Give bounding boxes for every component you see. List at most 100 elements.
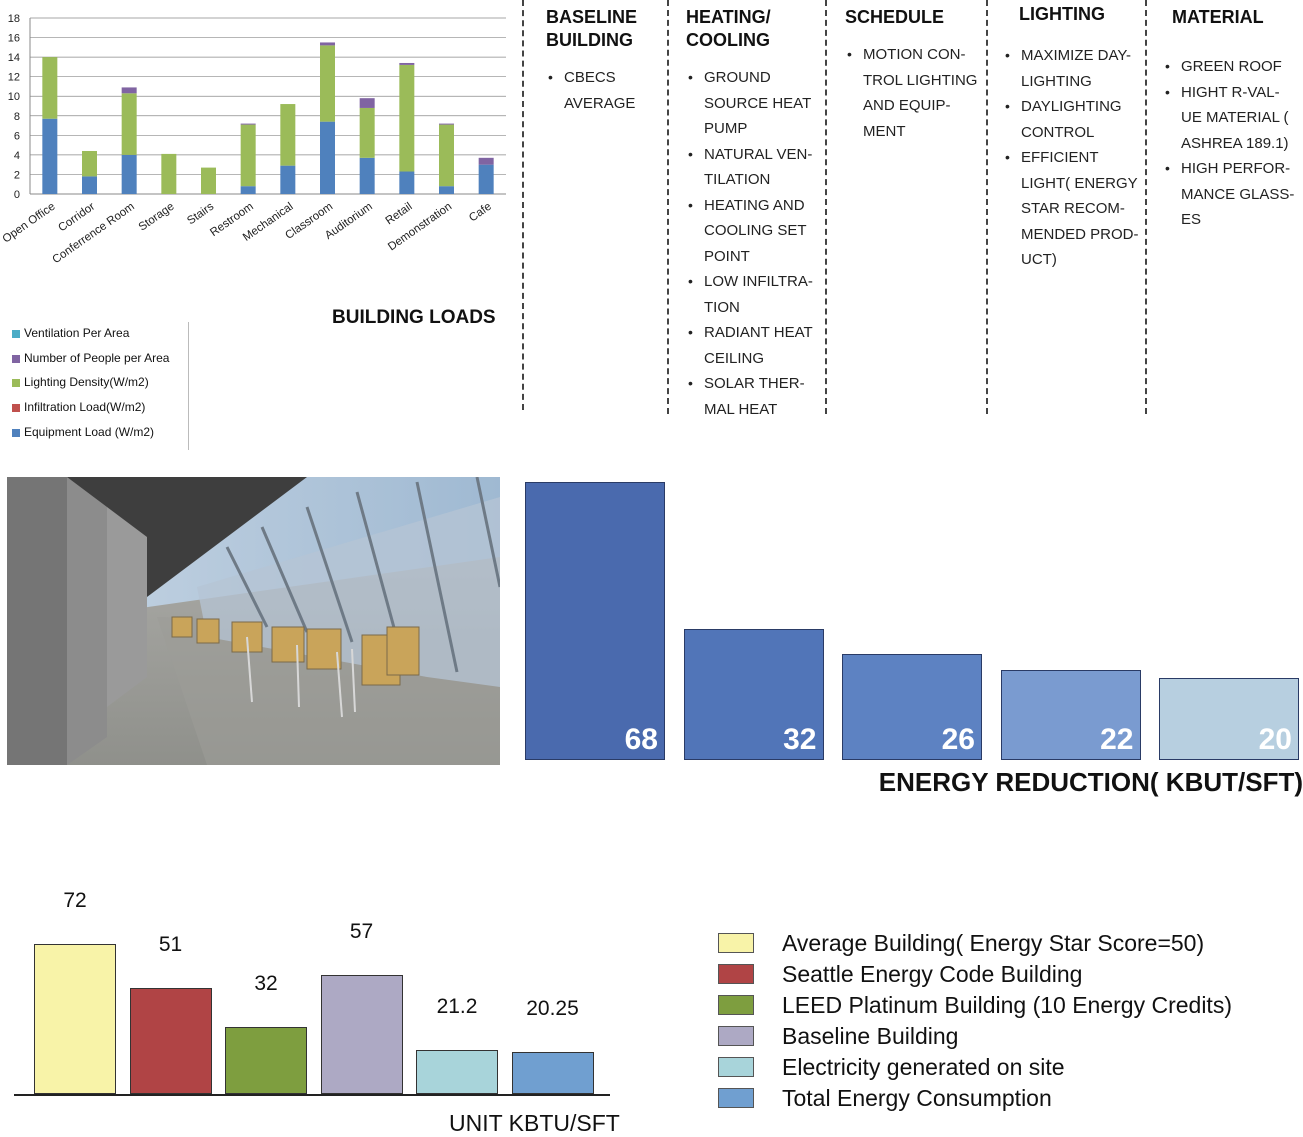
legend-item-ventilation: Ventilation Per Area bbox=[12, 326, 129, 340]
y-tick-label: 8 bbox=[14, 111, 20, 123]
legend-label: Total Energy Consumption bbox=[782, 1085, 1052, 1111]
legend-swatch bbox=[718, 933, 754, 953]
y-tick-label: 2 bbox=[14, 169, 20, 181]
unit-bar-value: 51 bbox=[158, 932, 183, 956]
strategy-item: NATURAL VEN- TILATION bbox=[686, 142, 824, 193]
bar-segment bbox=[439, 124, 454, 187]
legend-swatch bbox=[12, 403, 20, 412]
legend-label: LEED Platinum Building (10 Energy Credit… bbox=[782, 992, 1232, 1018]
legend-label: Electricity generated on site bbox=[782, 1054, 1065, 1080]
bar-segment bbox=[478, 164, 494, 194]
divider bbox=[1145, 0, 1147, 414]
bar-segment bbox=[82, 176, 97, 194]
unit-axis-line bbox=[14, 1094, 610, 1096]
y-tick-label: 14 bbox=[8, 52, 20, 64]
building-loads-title: BUILDING LOADS bbox=[332, 307, 496, 328]
legend-label: Baseline Building bbox=[782, 1023, 959, 1049]
bar-segment bbox=[240, 124, 256, 187]
legend-swatch bbox=[12, 428, 20, 437]
bar-segment bbox=[280, 165, 296, 194]
bar-segment bbox=[42, 118, 58, 194]
legend-item-equipment: Equipment Load (W/m2) bbox=[12, 425, 154, 439]
bar-segment bbox=[439, 186, 454, 194]
strategy-item: GREEN ROOF bbox=[1163, 54, 1303, 80]
bar-segment bbox=[240, 123, 256, 125]
bar-segment bbox=[42, 57, 58, 119]
strategy-title: MATERIAL bbox=[1172, 7, 1264, 27]
strategy-item: RADIANT HEAT CEILING bbox=[686, 320, 824, 371]
legend-swatch bbox=[718, 995, 754, 1015]
y-tick-label: 0 bbox=[14, 189, 20, 201]
unit-bar-value: 21.2 bbox=[436, 994, 478, 1018]
y-tick-label: 6 bbox=[14, 130, 20, 142]
legend-label: Lighting Density(W/m2) bbox=[24, 375, 149, 389]
x-tick-label: Open Office bbox=[1, 201, 58, 246]
bar-segment bbox=[359, 157, 375, 194]
divider bbox=[522, 0, 524, 410]
x-tick-label: Cafe bbox=[467, 201, 494, 225]
strategy-heating-cooling: HEATING/ COOLING GROUND SOURCE HEAT PUMP… bbox=[686, 6, 824, 422]
energy-reduction-title: ENERGY REDUCTION( KBUT/SFT) bbox=[878, 767, 1303, 797]
unit-bar bbox=[225, 1027, 307, 1094]
bar-segment bbox=[201, 167, 216, 194]
energy-bar: 26 bbox=[842, 653, 982, 760]
unit-bar bbox=[416, 1049, 498, 1094]
energy-bar-value: 68 bbox=[624, 723, 658, 756]
y-tick-label: 16 bbox=[8, 33, 20, 45]
legend-swatch bbox=[12, 329, 20, 338]
legend-swatch bbox=[718, 1026, 754, 1046]
legend-label: Infiltration Load(W/m2) bbox=[24, 400, 146, 414]
strategy-title: HEATING/ COOLING bbox=[686, 7, 771, 50]
bar-segment bbox=[280, 104, 296, 166]
strategy-title: LIGHTING bbox=[1019, 4, 1105, 24]
divider bbox=[986, 0, 988, 414]
divider bbox=[667, 0, 669, 414]
bar-segment bbox=[359, 107, 375, 158]
strategy-item: DAYLIGHTING CONTROL bbox=[1003, 94, 1145, 145]
energy-bar-value: 22 bbox=[1100, 722, 1134, 756]
bar-segment bbox=[359, 98, 375, 108]
strategy-lighting: LIGHTING MAXIMIZE DAY- LIGHTING DAYLIGHT… bbox=[1003, 3, 1145, 273]
unit-bar bbox=[511, 1051, 594, 1094]
strategy-schedule: SCHEDULE MOTION CON- TROL LIGHTING AND E… bbox=[845, 6, 985, 144]
strategy-item: MOTION CON- TROL LIGHTING AND EQUIP- MEN… bbox=[845, 42, 985, 144]
y-tick-label: 10 bbox=[8, 91, 20, 103]
unit-xlabel: UNIT KBTU/SFT bbox=[449, 1110, 620, 1136]
strategy-title: SCHEDULE bbox=[845, 7, 945, 27]
legend-swatch bbox=[718, 1057, 754, 1077]
unit-bar-value: 72 bbox=[63, 889, 87, 912]
bar-segment bbox=[82, 150, 97, 177]
strategy-material: MATERIAL GREEN ROOF HIGHT R-VAL- UE MATE… bbox=[1163, 6, 1303, 233]
y-tick-label: 18 bbox=[8, 13, 20, 25]
strategy-item: CBECS AVERAGE bbox=[546, 65, 661, 116]
bar-segment bbox=[399, 62, 415, 65]
energy-bar: 20 bbox=[1159, 678, 1299, 760]
legend-item-infiltration: Infiltration Load(W/m2) bbox=[12, 400, 145, 414]
legend-swatch bbox=[12, 378, 20, 387]
bar-segment bbox=[399, 171, 415, 194]
legend-swatch bbox=[718, 1088, 754, 1108]
x-tick-label: Storage bbox=[137, 201, 177, 234]
energy-bar-value: 20 bbox=[1258, 722, 1292, 756]
strategy-item: HIGH PERFOR- MANCE GLASS- ES bbox=[1163, 156, 1303, 233]
strategy-baseline: BASELINE BUILDING CBECS AVERAGE bbox=[546, 6, 661, 116]
legend-label: Equipment Load (W/m2) bbox=[24, 425, 155, 439]
unit-bar-value: 57 bbox=[349, 920, 374, 944]
bar-segment bbox=[121, 87, 137, 94]
strategy-item: LOW INFILTRA- TION bbox=[686, 269, 824, 320]
unit-bar bbox=[320, 975, 403, 1094]
x-tick-label: Stairs bbox=[185, 200, 216, 227]
y-tick-label: 4 bbox=[14, 150, 20, 162]
bar-segment bbox=[439, 123, 454, 125]
legend-label: Average Building( Energy Star Score=50) bbox=[782, 930, 1205, 956]
loads-legend-border bbox=[188, 322, 189, 450]
unit-bar bbox=[34, 944, 116, 1094]
strategy-item: MAXIMIZE DAY- LIGHTING bbox=[1003, 43, 1145, 94]
energy-bar: 68 bbox=[525, 482, 665, 760]
bar-segment bbox=[240, 186, 256, 194]
bar-segment bbox=[478, 157, 494, 165]
strategy-title: BASELINE BUILDING bbox=[546, 7, 638, 50]
energy-bar-value: 26 bbox=[941, 722, 975, 756]
bar-segment bbox=[320, 42, 335, 46]
